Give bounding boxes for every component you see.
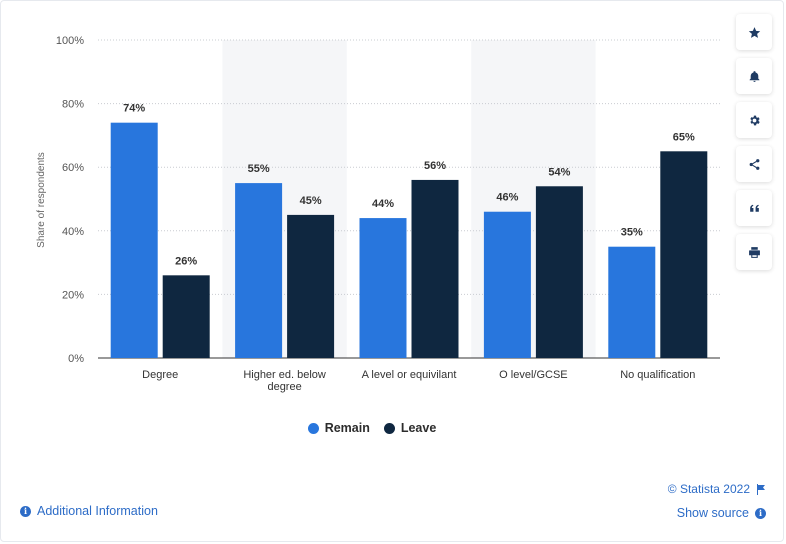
bar-remain bbox=[483, 211, 531, 358]
chart-legend: Remain Leave bbox=[0, 421, 744, 435]
y-axis-ticks: 0% 20% 40% 60% 80% 100% bbox=[56, 35, 84, 365]
additional-information-link[interactable]: i Additional Information bbox=[20, 504, 158, 518]
print-icon bbox=[748, 246, 760, 258]
data-label: 56% bbox=[424, 160, 446, 172]
flag-icon[interactable] bbox=[756, 483, 766, 495]
info-icon: i bbox=[755, 507, 766, 519]
legend-label-leave: Leave bbox=[400, 421, 437, 435]
legend-item-remain[interactable]: Remain bbox=[307, 421, 370, 435]
data-label: 46% bbox=[496, 192, 518, 204]
y-tick-label: 60% bbox=[62, 162, 84, 174]
x-tick-label: O level/GCSE bbox=[499, 369, 567, 381]
share-icon bbox=[749, 158, 759, 170]
bar-remain bbox=[608, 246, 656, 358]
bars: 74% 26% 55% 45% 44% 56% 46% 54% 35% 65% bbox=[110, 103, 708, 359]
data-label: 26% bbox=[175, 255, 197, 267]
data-label: 54% bbox=[548, 166, 570, 178]
favorite-button[interactable] bbox=[736, 14, 772, 50]
bar-leave bbox=[162, 275, 210, 358]
copyright: © Statista 2022 bbox=[668, 482, 766, 496]
data-label: 35% bbox=[621, 227, 643, 239]
y-tick-label: 100% bbox=[56, 35, 84, 47]
show-source-link[interactable]: Show source i bbox=[677, 506, 766, 520]
bar-leave bbox=[411, 179, 459, 358]
data-label: 55% bbox=[248, 163, 270, 175]
legend-marker-leave bbox=[383, 422, 395, 434]
x-tick-label: degree bbox=[267, 381, 301, 393]
y-tick-label: 0% bbox=[68, 353, 84, 365]
copyright-text: © Statista 2022 bbox=[667, 482, 750, 496]
data-label: 74% bbox=[123, 103, 145, 115]
bell-icon bbox=[749, 70, 759, 82]
share-button[interactable] bbox=[736, 146, 772, 182]
data-label: 65% bbox=[673, 131, 695, 143]
y-tick-label: 40% bbox=[62, 226, 84, 238]
legend-marker-remain bbox=[307, 422, 319, 434]
gear-icon bbox=[749, 115, 760, 125]
quote-icon bbox=[749, 204, 759, 212]
y-tick-label: 20% bbox=[62, 289, 84, 301]
bar-remain bbox=[235, 183, 283, 358]
additional-information-label: Additional Information bbox=[37, 504, 158, 518]
show-source-label: Show source bbox=[676, 506, 749, 520]
x-tick-label: No qualification bbox=[620, 369, 695, 381]
bar-leave bbox=[535, 186, 583, 358]
bar-leave bbox=[660, 151, 708, 358]
y-axis-label: Share of respondents bbox=[36, 152, 47, 248]
info-icon: i bbox=[20, 505, 31, 517]
legend-label-remain: Remain bbox=[324, 421, 370, 435]
bar-remain bbox=[359, 218, 407, 358]
side-toolbar bbox=[736, 14, 772, 270]
cite-button[interactable] bbox=[736, 190, 772, 226]
data-label: 44% bbox=[372, 198, 394, 210]
notification-button[interactable] bbox=[736, 58, 772, 94]
settings-button[interactable] bbox=[736, 102, 772, 138]
x-tick-label: Degree bbox=[142, 369, 178, 381]
star-icon bbox=[748, 26, 760, 38]
x-tick-label: Higher ed. below bbox=[243, 369, 326, 381]
bar-leave bbox=[287, 214, 335, 358]
data-label: 45% bbox=[300, 195, 322, 207]
y-tick-label: 80% bbox=[62, 99, 84, 111]
print-button[interactable] bbox=[736, 234, 772, 270]
bar-remain bbox=[110, 122, 158, 359]
x-tick-label: A level or equivilant bbox=[362, 369, 457, 381]
legend-item-leave[interactable]: Leave bbox=[383, 421, 437, 435]
